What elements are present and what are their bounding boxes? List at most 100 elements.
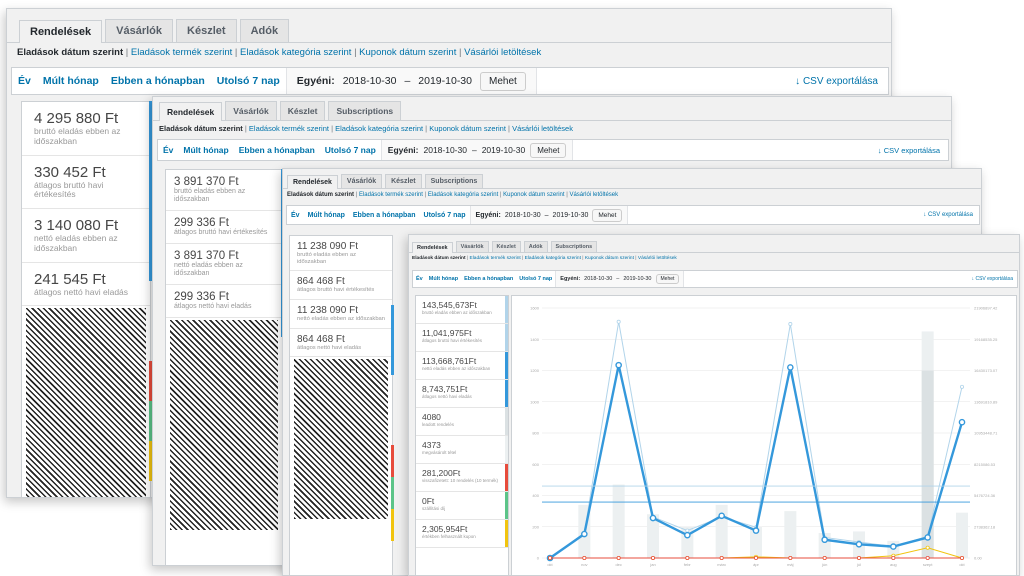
- subnav-coupons-by-date[interactable]: Kuponok dátum szerint: [584, 256, 634, 261]
- tab-subscriptions[interactable]: Subscriptions: [328, 101, 402, 120]
- subnav-customer-downloads[interactable]: Vásárlói letöltések: [464, 47, 542, 58]
- legend-item[interactable]: 3 891 370 Ft bruttó eladás ebben az idősz…: [166, 170, 282, 212]
- csv-export-link[interactable]: ↓ CSV exportálása: [877, 145, 940, 155]
- range-custom-label: Egyéni:: [475, 211, 501, 219]
- range-last-month[interactable]: Múlt hónap: [42, 75, 99, 87]
- csv-export-link[interactable]: ↓ CSV exportálása: [923, 212, 973, 218]
- subnav-sales-by-date[interactable]: Eladások dátum szerint: [17, 47, 124, 58]
- subnav-coupons-by-date[interactable]: Kuponok dátum szerint: [429, 124, 506, 133]
- tab-customers[interactable]: Vásárlók: [105, 19, 174, 42]
- tab-stock[interactable]: Készlet: [491, 241, 521, 252]
- range-this-month[interactable]: Ebben a hónapban: [238, 145, 315, 155]
- subnav-sales-by-date[interactable]: Eladások dátum szerint: [159, 124, 243, 133]
- tab-customers[interactable]: Vásárlók: [340, 174, 383, 188]
- tab-taxes[interactable]: Adók: [523, 241, 548, 252]
- legend-item[interactable]: 4080 leadott rendelés: [416, 408, 508, 436]
- tab-subscriptions[interactable]: Subscriptions: [424, 174, 484, 188]
- go-button[interactable]: Mehet: [530, 142, 567, 158]
- range-year[interactable]: Év: [416, 276, 423, 282]
- subnav-customer-downloads[interactable]: Vásárlói letöltések: [512, 124, 573, 133]
- range-last-7-days[interactable]: Utolsó 7 nap: [519, 276, 553, 282]
- legend-item[interactable]: 3 891 370 Ft nettó eladás ebben az idősza…: [166, 244, 282, 286]
- go-button[interactable]: Mehet: [480, 71, 526, 91]
- tab-orders[interactable]: Rendelések: [287, 175, 338, 189]
- range-last-7-days[interactable]: Utolsó 7 nap: [324, 145, 376, 155]
- subnav-customer-downloads[interactable]: Vásárlói letöltések: [569, 192, 619, 198]
- range-last-7-days[interactable]: Utolsó 7 nap: [216, 75, 280, 87]
- series-point: [787, 364, 794, 371]
- date-from-input[interactable]: 2018-10-30: [423, 145, 467, 155]
- tab-subscriptions[interactable]: Subscriptions: [550, 241, 598, 252]
- subnav-coupons-by-date[interactable]: Kuponok dátum szerint: [503, 192, 565, 198]
- range-year[interactable]: Év: [163, 145, 174, 155]
- tab-stock[interactable]: Készlet: [176, 19, 237, 42]
- subnav-sales-by-product[interactable]: Eladások termék szerint: [248, 124, 329, 133]
- legend-item[interactable]: 864 468 Ft átlagos bruttó havi értékesíté…: [290, 271, 392, 300]
- date-from-input[interactable]: 2018-10-30: [342, 75, 397, 87]
- legend-item[interactable]: 4 295 880 Ft bruttó eladás ebben az idősz…: [22, 102, 150, 156]
- legend-item[interactable]: 299 336 Ft átlagos nettó havi eladás: [166, 285, 282, 319]
- range-last-month[interactable]: Múlt hónap: [428, 276, 459, 282]
- legend-item[interactable]: 113,668,761Ft nettó eladás ebben az idősz…: [416, 352, 508, 380]
- go-button[interactable]: Mehet: [655, 274, 680, 284]
- go-button[interactable]: Mehet: [592, 208, 623, 222]
- csv-export-link[interactable]: ↓ CSV exportálása: [971, 276, 1013, 282]
- legend-item[interactable]: 143,545,673Ft bruttó eladás ebben az idős…: [416, 296, 508, 324]
- x-tick-label: jún: [821, 562, 827, 567]
- legend-item[interactable]: 0Ft szállítási díj: [416, 492, 508, 520]
- legend-item[interactable]: 11 238 090 Ft bruttó eladás ebben az idős…: [290, 236, 392, 272]
- range-last-month[interactable]: Múlt hónap: [307, 211, 345, 219]
- range-year[interactable]: Év: [291, 211, 300, 219]
- date-to-input[interactable]: 2019-10-30: [552, 211, 589, 219]
- date-to-input[interactable]: 2019-10-30: [418, 75, 472, 87]
- subnav-coupons-by-date[interactable]: Kuponok dátum szerint: [359, 47, 457, 58]
- subnav-sales-by-category[interactable]: Eladások kategória szerint: [240, 47, 352, 58]
- subnav-sales-by-date[interactable]: Eladások dátum szerint: [287, 192, 355, 198]
- legend-item[interactable]: 864 468 Ft átlagos nettó havi eladás: [290, 329, 392, 358]
- subnav-sales-by-category[interactable]: Eladások kategória szerint: [427, 192, 499, 198]
- tab-taxes[interactable]: Adók: [239, 19, 290, 42]
- date-from-input[interactable]: 2018-10-30: [504, 211, 541, 219]
- date-from-input[interactable]: 2018-10-30: [584, 276, 613, 282]
- legend-color-bar: [505, 520, 508, 547]
- legend-item[interactable]: 11 238 090 Ft nettó eladás ebben az idősz…: [290, 300, 392, 329]
- range-this-month[interactable]: Ebben a hónapban: [352, 211, 416, 219]
- x-tick-label: aug: [890, 562, 897, 567]
- legend-item[interactable]: 4373 megvásárolt tétel: [416, 436, 508, 464]
- range-last-month[interactable]: Múlt hónap: [183, 145, 229, 155]
- subnav-sales-by-category[interactable]: Eladások kategória szerint: [335, 124, 424, 133]
- legend-item[interactable]: 241 545 Ft átlagos nettó havi eladás: [22, 263, 150, 307]
- tab-stock[interactable]: Készlet: [279, 101, 326, 120]
- legend-item[interactable]: 8,743,751Ft átlagos nettó havi eladás: [416, 380, 508, 408]
- series-point: [582, 555, 587, 560]
- subnav-sales-by-product[interactable]: Eladások termék szerint: [358, 192, 423, 198]
- range-this-month[interactable]: Ebben a hónapban: [110, 75, 205, 87]
- chart-legend: 11 238 090 Ft bruttó eladás ebben az idős…: [289, 235, 393, 575]
- range-last-7-days[interactable]: Utolsó 7 nap: [423, 211, 466, 219]
- tab-stock[interactable]: Készlet: [385, 174, 422, 188]
- date-to-input[interactable]: 2019-10-30: [481, 145, 526, 155]
- csv-export-link[interactable]: ↓ CSV exportálása: [795, 75, 878, 87]
- subnav-sales-by-category[interactable]: Eladások kategória szerint: [524, 256, 581, 261]
- date-to-input[interactable]: 2019-10-30: [623, 276, 652, 282]
- tab-customers[interactable]: Vásárlók: [225, 101, 277, 120]
- range-this-month[interactable]: Ebben a hónapban: [464, 276, 514, 282]
- subnav-sales-by-product[interactable]: Eladások termék szerint: [130, 47, 233, 58]
- loading-placeholder: [170, 320, 278, 531]
- tab-customers[interactable]: Vásárlók: [455, 241, 489, 252]
- tab-orders[interactable]: Rendelések: [19, 20, 103, 43]
- tab-orders[interactable]: Rendelések: [159, 102, 223, 121]
- subnav-sales-by-date[interactable]: Eladások dátum szerint: [412, 256, 466, 261]
- legend-item[interactable]: 330 452 Ft átlagos bruttó havi értékesíté…: [22, 156, 150, 210]
- subnav-sales-by-product[interactable]: Eladások termék szerint: [469, 256, 521, 261]
- tab-orders[interactable]: Rendelések: [412, 242, 453, 253]
- legend-item[interactable]: 3 140 080 Ft nettó eladás ebben az idősza…: [22, 209, 150, 263]
- legend-item[interactable]: 2,305,954Ft értékben felhasznált kupon: [416, 520, 508, 548]
- subnav-separator: |: [331, 124, 334, 133]
- legend-item[interactable]: 11,041,975Ft átlagos bruttó havi értékesí…: [416, 324, 508, 352]
- legend-value: 299 336 Ft: [174, 217, 229, 230]
- legend-item[interactable]: 281,200Ft visszafizetett: 10 rendelés (10…: [416, 464, 508, 492]
- subnav-customer-downloads[interactable]: Vásárlói letöltések: [637, 256, 677, 261]
- range-year[interactable]: Év: [18, 75, 31, 87]
- legend-item[interactable]: 299 336 Ft átlagos bruttó havi értékesíté…: [166, 211, 282, 245]
